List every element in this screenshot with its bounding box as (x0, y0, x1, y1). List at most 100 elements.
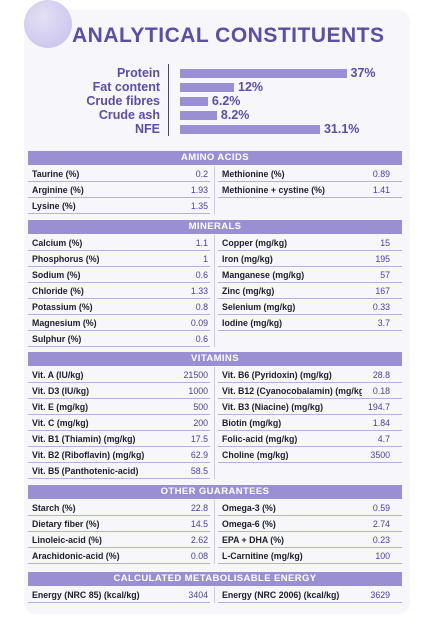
minerals-right-value: 3.7 (377, 318, 390, 328)
other-right-value: 0.59 (372, 503, 390, 513)
amino-acids-right-label: Methionine (%) (222, 169, 285, 179)
minerals-right-label: Zinc (mg/kg) (222, 286, 275, 296)
bar-row: Protein 37% (0, 66, 434, 80)
vitamins-left-label: Vit. B1 (Thiamin) (mg/kg) (32, 434, 136, 444)
bar-label: Protein (116, 66, 160, 80)
bar-fill (180, 125, 320, 134)
bar-label: Crude ash (98, 108, 160, 122)
bar-label: Fat content (92, 80, 160, 94)
column-divider (214, 235, 215, 347)
row-separator (28, 213, 210, 214)
row-separator (28, 250, 210, 251)
row-separator (28, 462, 210, 463)
amino-acids-left-value: 1.35 (190, 201, 208, 211)
row-separator (218, 330, 402, 331)
bar-fill (180, 97, 208, 106)
vitamins-left-value: 200 (193, 418, 208, 428)
bar-value: 6.2% (211, 94, 241, 108)
minerals-right-value: 0.33 (372, 302, 390, 312)
vitamins-right-value: 1.84 (372, 418, 390, 428)
minerals-left-value: 1 (203, 254, 208, 264)
row-separator (218, 515, 402, 516)
row-separator (218, 314, 402, 315)
row-separator (218, 197, 402, 198)
row-separator (28, 314, 210, 315)
vitamins-left-value: 1000 (188, 386, 208, 396)
other-left-value: 14.5 (190, 519, 208, 529)
minerals-left-label: Phosphorus (%) (32, 254, 100, 264)
row-separator (218, 547, 402, 548)
row-separator (218, 462, 402, 463)
row-separator (28, 515, 210, 516)
vitamins-right-value: 0.18 (372, 386, 390, 396)
vitamins-left-value: 58.5 (190, 466, 208, 476)
other-left-value: 2.62 (190, 535, 208, 545)
other-right-label: Omega-3 (%) (222, 503, 276, 513)
amino-acids-right-value: 0.89 (372, 169, 390, 179)
minerals-left-label: Magnesium (%) (32, 318, 97, 328)
bar-label: NFE (135, 122, 160, 136)
row-separator (218, 430, 402, 431)
row-separator (28, 382, 210, 383)
row-separator (28, 181, 210, 182)
row-separator (28, 197, 210, 198)
row-separator (218, 602, 402, 603)
vitamins-left-label: Vit. C (mg/kg) (32, 418, 89, 428)
row-separator (218, 250, 402, 251)
bar-value: 37% (350, 66, 376, 80)
vitamins-header: VITAMINS (28, 352, 402, 366)
amino-acids-left-value: 0.2 (195, 169, 208, 179)
row-separator (218, 181, 402, 182)
amino-acids-left-label: Arginine (%) (32, 185, 84, 195)
vitamins-left-value: 21500 (183, 370, 208, 380)
other-right-label: EPA + DHA (%) (222, 535, 284, 545)
row-separator (218, 531, 402, 532)
row-separator (28, 398, 210, 399)
minerals-right-label: Iodine (mg/kg) (222, 318, 283, 328)
minerals-left-value: 0.8 (195, 302, 208, 312)
vitamins-left-value: 17.5 (190, 434, 208, 444)
minerals-right-value: 195 (375, 254, 390, 264)
row-separator (218, 563, 402, 564)
other-right-value: 2.74 (372, 519, 390, 529)
other-left-label: Linoleic-acid (%) (32, 535, 102, 545)
row-separator (28, 430, 210, 431)
column-divider (214, 367, 215, 479)
bar-row: Fat content 12% (0, 80, 434, 94)
other-right-label: L-Carnitine (mg/kg) (222, 551, 303, 561)
row-separator (218, 382, 402, 383)
vitamins-right-label: Vit. B6 (Pyridoxin) (mg/kg) (222, 370, 332, 380)
bar-row: NFE 31.1% (0, 122, 434, 136)
other-right-value: 100 (375, 551, 390, 561)
amino-acids-header: AMINO ACIDS (28, 151, 402, 165)
vitamins-right-label: Folic-acid (mg/kg) (222, 434, 298, 444)
vitamins-left-label: Vit. B2 (Riboflavin) (mg/kg) (32, 450, 145, 460)
vitamins-right-label: Vit. B3 (Niacine) (mg/kg) (222, 402, 324, 412)
row-separator (28, 282, 210, 283)
other-header: OTHER GUARANTEES (28, 485, 402, 499)
row-separator (28, 266, 210, 267)
energy-left-value: 3404 (188, 590, 208, 600)
minerals-left-label: Chloride (%) (32, 286, 84, 296)
vitamins-left-value: 62.9 (190, 450, 208, 460)
amino-acids-left-label: Lysine (%) (32, 201, 76, 211)
column-divider (214, 587, 215, 603)
other-right-value: 0.23 (372, 535, 390, 545)
vitamins-left-label: Vit. A (IU/kg) (32, 370, 84, 380)
row-separator (218, 266, 402, 267)
minerals-right-label: Copper (mg/kg) (222, 238, 287, 248)
minerals-left-label: Potassium (%) (32, 302, 93, 312)
amino-acids-right-label: Methionine + cystine (%) (222, 185, 325, 195)
row-separator (218, 282, 402, 283)
minerals-right-label: Iron (mg/kg) (222, 254, 273, 264)
vitamins-right-label: Biotin (mg/kg) (222, 418, 282, 428)
amino-acids-left-value: 1.93 (190, 185, 208, 195)
vitamins-right-label: Vit. B12 (Cyanocobalamin) (mg/kg) (222, 386, 362, 396)
minerals-left-label: Calcium (%) (32, 238, 83, 248)
row-separator (28, 563, 210, 564)
minerals-left-value: 1.33 (190, 286, 208, 296)
row-separator (28, 330, 210, 331)
energy-left-label: Energy (NRC 85) (kcal/kg) (32, 590, 140, 600)
other-left-label: Dietary fiber (%) (32, 519, 100, 529)
minerals-right-label: Selenium (mg/kg) (222, 302, 296, 312)
